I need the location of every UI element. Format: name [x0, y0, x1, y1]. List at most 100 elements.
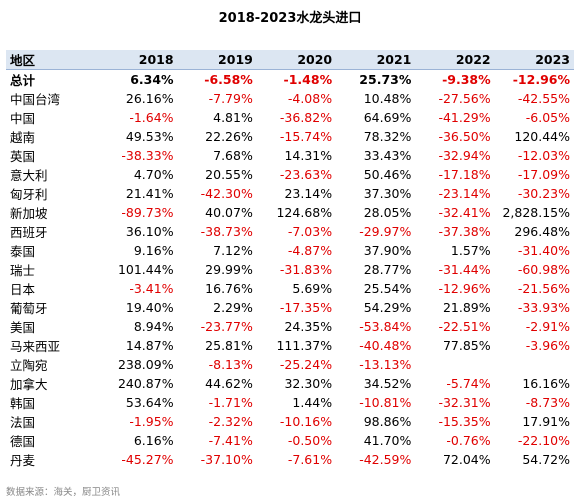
value-cell: -41.29% — [438, 110, 491, 125]
region-cell: 立陶宛 — [10, 358, 48, 373]
total-row: 总计 6.34% -6.58% -1.48% 25.73% -9.38% -12.96% — [6, 70, 574, 90]
table-title: 2018-2023水龙头进口 — [218, 11, 362, 26]
value-cell: -31.83% — [279, 262, 333, 277]
region-cell: 德国 — [10, 434, 36, 449]
value-cell: -29.97% — [359, 224, 412, 239]
value-cell: 25.73% — [359, 72, 412, 87]
region-cell: 中国台湾 — [10, 92, 61, 107]
value-cell: -17.09% — [517, 167, 570, 182]
value-cell: 7.12% — [213, 243, 253, 258]
value-cell: 26.16% — [125, 91, 174, 106]
value-cell: -40.48% — [359, 338, 412, 353]
header-2020: 2020 — [256, 50, 337, 70]
import-growth-table: 地区 2018 2019 2020 2021 2022 2023 总计 6.34%… — [6, 50, 574, 469]
value-cell: -12.96% — [512, 72, 570, 87]
value-cell: 17.91% — [522, 414, 570, 429]
value-cell: 36.10% — [125, 224, 174, 239]
value-cell: -30.23% — [517, 186, 570, 201]
region-cell: 美国 — [10, 320, 36, 335]
table-row: 匈牙利 21.41% -42.30% 23.14% 37.30% -23.14% -30.2… — [6, 184, 574, 203]
table-row: 美国 8.94% -23.77% 24.35% -53.84% -22.51% -2.91% — [6, 317, 574, 336]
value-cell: 120.44% — [514, 129, 570, 144]
value-cell: 40.07% — [205, 205, 253, 220]
value-cell: -7.79% — [208, 91, 253, 106]
table-row: 德国 6.16% -7.41% -0.50% 41.70% -0.76% -22.10% — [6, 431, 574, 450]
value-cell: 9.16% — [133, 243, 174, 258]
value-cell: 1.57% — [450, 243, 491, 258]
value-cell: -15.74% — [279, 129, 333, 144]
value-cell: -2.91% — [525, 319, 570, 334]
value-cell: -32.31% — [438, 395, 491, 410]
value-cell — [415, 355, 494, 374]
value-cell: -38.33% — [121, 148, 174, 163]
value-cell: 5.69% — [292, 281, 333, 296]
value-cell: 41.70% — [363, 433, 412, 448]
value-cell: 8.94% — [133, 319, 174, 334]
region-cell: 泰国 — [10, 244, 36, 259]
header-2019: 2019 — [177, 50, 257, 70]
value-cell: 14.31% — [284, 148, 333, 163]
value-cell: -6.05% — [525, 110, 570, 125]
value-cell: 16.16% — [522, 376, 570, 391]
table-row: 丹麦 -45.27% -37.10% -7.61% -42.59% 72.04% 54.72… — [6, 450, 574, 469]
region-cell: 中国 — [10, 111, 36, 126]
table-row: 西班牙 36.10% -38.73% -7.03% -29.97% -37.38% 296.… — [6, 222, 574, 241]
value-cell: 29.99% — [205, 262, 253, 277]
value-cell: 2,828.15% — [502, 205, 570, 220]
value-cell: 28.77% — [363, 262, 412, 277]
table-row: 日本 -3.41% 16.76% 5.69% 25.54% -12.96% -21.56% — [6, 279, 574, 298]
value-cell: -6.58% — [204, 72, 253, 87]
value-cell: -45.27% — [121, 452, 174, 467]
value-cell: -21.56% — [517, 281, 570, 296]
value-cell: 238.09% — [117, 357, 174, 372]
value-cell: 24.35% — [284, 319, 333, 334]
value-cell: -7.41% — [208, 433, 253, 448]
value-cell: -25.24% — [279, 357, 333, 372]
region-cell: 韩国 — [10, 396, 36, 411]
header-2023: 2023 — [494, 50, 574, 70]
value-cell: -7.61% — [287, 452, 333, 467]
value-cell: 28.05% — [363, 205, 412, 220]
region-cell: 法国 — [10, 415, 36, 430]
region-cell: 意大利 — [10, 168, 48, 183]
value-cell: 77.85% — [442, 338, 491, 353]
value-cell: -38.73% — [200, 224, 253, 239]
region-cell: 瑞士 — [10, 263, 36, 278]
value-cell: 14.87% — [125, 338, 174, 353]
value-cell: -32.94% — [438, 148, 491, 163]
value-cell: -31.44% — [438, 262, 491, 277]
value-cell: -5.74% — [446, 376, 491, 391]
value-cell: -1.48% — [283, 72, 333, 87]
value-cell: -13.13% — [359, 357, 412, 372]
region-cell: 马来西亚 — [10, 339, 61, 354]
value-cell: 22.26% — [205, 129, 253, 144]
region-cell: 丹麦 — [10, 453, 36, 468]
value-cell: -0.50% — [287, 433, 333, 448]
region-cell: 越南 — [10, 130, 36, 145]
value-cell: 19.40% — [125, 300, 174, 315]
value-cell: 4.70% — [133, 167, 174, 182]
header-2021: 2021 — [336, 50, 416, 70]
value-cell: -7.03% — [287, 224, 333, 239]
value-cell: 16.76% — [205, 281, 253, 296]
value-cell: -33.93% — [517, 300, 570, 315]
region-cell: 匈牙利 — [10, 187, 48, 202]
region-cell: 西班牙 — [10, 225, 48, 240]
table-row: 新加坡 -89.73% 40.07% 124.68% 28.05% -32.41% 2,82… — [6, 203, 574, 222]
table-row: 意大利 4.70% 20.55% -23.63% 50.46% -17.18% -17.09… — [6, 165, 574, 184]
value-cell: -37.38% — [438, 224, 491, 239]
value-cell: -89.73% — [121, 205, 174, 220]
header-region: 地区 — [6, 50, 99, 70]
table-row: 英国 -38.33% 7.68% 14.31% 33.43% -32.94% -12.03% — [6, 146, 574, 165]
value-cell: 2.29% — [213, 300, 253, 315]
value-cell: -8.73% — [525, 395, 570, 410]
value-cell: -22.51% — [438, 319, 491, 334]
value-cell: -2.32% — [208, 414, 253, 429]
table-row: 泰国 9.16% 7.12% -4.87% 37.90% 1.57% -31.40% — [6, 241, 574, 260]
value-cell: 4.81% — [213, 110, 253, 125]
region-cell: 葡萄牙 — [10, 301, 48, 316]
value-cell: -31.40% — [517, 243, 570, 258]
region-cell: 日本 — [10, 282, 36, 297]
value-cell: -1.64% — [129, 110, 174, 125]
value-cell: 37.90% — [363, 243, 412, 258]
